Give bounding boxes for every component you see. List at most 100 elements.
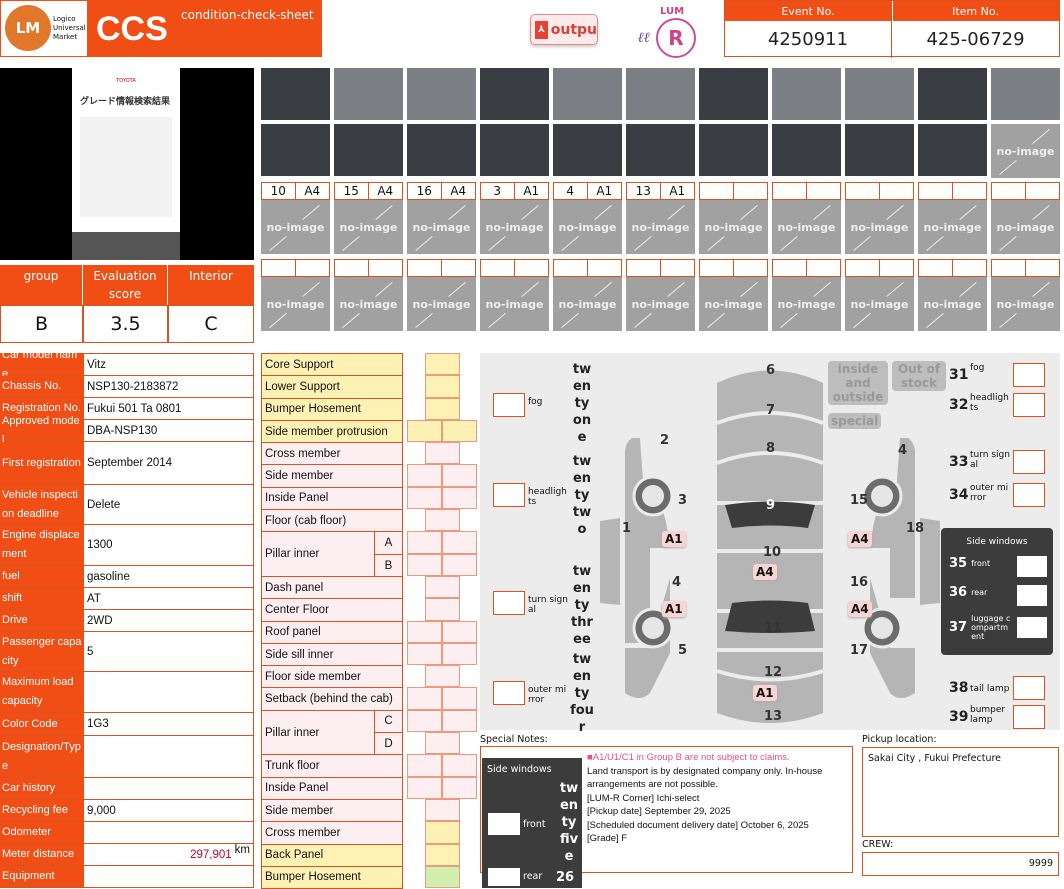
panel-number-2[interactable]: 2 bbox=[660, 433, 670, 448]
lamp-check-box[interactable] bbox=[1013, 363, 1045, 387]
vehicle-photo-thumbnail[interactable] bbox=[699, 68, 768, 120]
part-check-cell[interactable] bbox=[407, 419, 442, 443]
part-check-cell[interactable] bbox=[442, 709, 477, 733]
panel-number-18[interactable]: 18 bbox=[906, 521, 925, 536]
panel-number-8[interactable]: 8 bbox=[766, 441, 776, 456]
window-front-box[interactable] bbox=[488, 813, 520, 835]
no-image-placeholder[interactable]: no-image bbox=[334, 200, 403, 254]
vehicle-photo-thumbnail[interactable] bbox=[845, 68, 914, 120]
lamp-check-box[interactable] bbox=[493, 681, 525, 705]
no-image-placeholder[interactable]: no-image bbox=[261, 277, 330, 331]
no-image-placeholder[interactable]: no-image bbox=[845, 277, 914, 331]
vehicle-photo-thumbnail[interactable] bbox=[261, 124, 330, 176]
panel-number-10[interactable]: 10 bbox=[763, 545, 782, 560]
part-check-cell[interactable] bbox=[407, 620, 442, 643]
part-check-cell[interactable] bbox=[407, 687, 442, 710]
window-rear-box[interactable] bbox=[488, 868, 520, 886]
window-check-box[interactable] bbox=[1017, 556, 1047, 577]
no-image-placeholder[interactable]: no-image bbox=[699, 277, 768, 331]
no-image-placeholder[interactable]: no-image bbox=[918, 277, 987, 331]
crew-field[interactable]: 9999 bbox=[862, 852, 1059, 876]
part-check-cell[interactable] bbox=[424, 442, 460, 465]
no-image-placeholder[interactable]: no-image bbox=[918, 200, 987, 254]
vehicle-photo-thumbnail[interactable] bbox=[407, 68, 476, 120]
main-photo[interactable]: TOYOTA グレード情報検索結果 bbox=[0, 68, 254, 260]
part-check-cell[interactable] bbox=[407, 464, 442, 487]
no-image-placeholder[interactable]: no-image bbox=[772, 200, 841, 254]
out-of-stock-button[interactable]: Out of stock bbox=[892, 361, 946, 391]
no-image-placeholder[interactable]: no-image bbox=[991, 124, 1060, 178]
part-check-cell[interactable] bbox=[407, 486, 442, 510]
vehicle-photo-thumbnail[interactable] bbox=[334, 68, 403, 120]
vehicle-photo-thumbnail[interactable] bbox=[407, 124, 476, 176]
panel-number-15[interactable]: 15 bbox=[850, 493, 869, 508]
vehicle-photo-thumbnail[interactable] bbox=[626, 124, 695, 176]
panel-number-1[interactable]: 1 bbox=[622, 521, 632, 536]
vehicle-photo-thumbnail[interactable] bbox=[772, 68, 841, 120]
damage-tag-p3[interactable]: A1 bbox=[662, 531, 686, 547]
part-check-cell[interactable] bbox=[407, 754, 442, 777]
no-image-placeholder[interactable]: no-image bbox=[772, 277, 841, 331]
part-check-cell[interactable] bbox=[407, 553, 442, 576]
vehicle-photo-thumbnail[interactable] bbox=[334, 124, 403, 176]
lamp-check-box[interactable] bbox=[1013, 676, 1045, 700]
part-check-cell[interactable] bbox=[424, 665, 460, 688]
part-check-cell[interactable] bbox=[442, 553, 477, 576]
part-check-cell[interactable] bbox=[407, 709, 442, 733]
part-check-cell[interactable] bbox=[442, 531, 477, 554]
part-check-cell[interactable] bbox=[442, 687, 477, 710]
no-image-placeholder[interactable]: no-image bbox=[991, 200, 1060, 254]
no-image-placeholder[interactable]: no-image bbox=[553, 200, 622, 254]
part-check-cell[interactable] bbox=[424, 509, 460, 532]
part-check-cell[interactable] bbox=[424, 353, 460, 376]
vehicle-photo-thumbnail[interactable] bbox=[480, 68, 549, 120]
panel-number-16[interactable]: 16 bbox=[850, 575, 869, 590]
panel-number-17[interactable]: 17 bbox=[850, 643, 869, 658]
no-image-placeholder[interactable]: no-image bbox=[626, 200, 695, 254]
pickup-location-field[interactable]: Sakai City , Fukui Prefecture bbox=[862, 747, 1059, 837]
output-pdf-button[interactable]: ⅄ outpu bbox=[530, 14, 598, 45]
part-check-cell[interactable] bbox=[424, 375, 460, 398]
part-check-cell[interactable] bbox=[442, 486, 477, 510]
part-check-cell[interactable] bbox=[424, 732, 460, 755]
panel-number-11[interactable]: 11 bbox=[764, 621, 783, 636]
lamp-check-box[interactable] bbox=[493, 591, 525, 615]
no-image-placeholder[interactable]: no-image bbox=[991, 277, 1060, 331]
panel-number-9[interactable]: 9 bbox=[766, 498, 776, 513]
vehicle-photo-thumbnail[interactable] bbox=[480, 124, 549, 176]
damage-tag-p4[interactable]: A1 bbox=[662, 601, 686, 617]
inside-outside-button[interactable]: inside and outside bbox=[828, 361, 888, 405]
part-check-cell[interactable] bbox=[407, 776, 442, 799]
vehicle-photo-thumbnail[interactable] bbox=[918, 124, 987, 176]
no-image-placeholder[interactable]: no-image bbox=[407, 200, 476, 254]
vehicle-photo-thumbnail[interactable] bbox=[626, 68, 695, 120]
no-image-placeholder[interactable]: no-image bbox=[553, 277, 622, 331]
part-check-cell[interactable] bbox=[424, 798, 460, 822]
vehicle-photo-thumbnail[interactable] bbox=[553, 68, 622, 120]
lamp-check-box[interactable] bbox=[493, 483, 525, 507]
lamp-check-box[interactable] bbox=[1013, 483, 1045, 507]
part-check-cell[interactable] bbox=[442, 754, 477, 777]
part-check-cell[interactable] bbox=[424, 821, 460, 844]
panel-number-3[interactable]: 3 bbox=[678, 493, 688, 508]
part-check-cell[interactable] bbox=[424, 397, 460, 420]
part-check-cell[interactable] bbox=[424, 598, 460, 621]
no-image-placeholder[interactable]: no-image bbox=[407, 277, 476, 331]
damage-tag-p16[interactable]: A4 bbox=[848, 601, 872, 617]
panel-number-6[interactable]: 6 bbox=[766, 363, 776, 378]
part-check-cell[interactable] bbox=[424, 575, 460, 599]
vehicle-photo-thumbnail[interactable] bbox=[699, 124, 768, 176]
no-image-placeholder[interactable]: no-image bbox=[699, 200, 768, 254]
panel-number-12[interactable]: 12 bbox=[764, 665, 783, 680]
vehicle-photo-thumbnail[interactable] bbox=[918, 68, 987, 120]
no-image-placeholder[interactable]: no-image bbox=[480, 277, 549, 331]
panel-number-5[interactable]: 5 bbox=[678, 643, 688, 658]
panel-number-13[interactable]: 13 bbox=[764, 709, 783, 724]
lamp-check-box[interactable] bbox=[1013, 705, 1045, 729]
part-check-cell[interactable] bbox=[424, 865, 460, 889]
panel-number-4[interactable]: 4 bbox=[672, 575, 682, 590]
no-image-placeholder[interactable]: no-image bbox=[261, 200, 330, 254]
window-check-box[interactable] bbox=[1017, 617, 1047, 638]
special-button[interactable]: special bbox=[828, 413, 882, 429]
no-image-placeholder[interactable]: no-image bbox=[626, 277, 695, 331]
